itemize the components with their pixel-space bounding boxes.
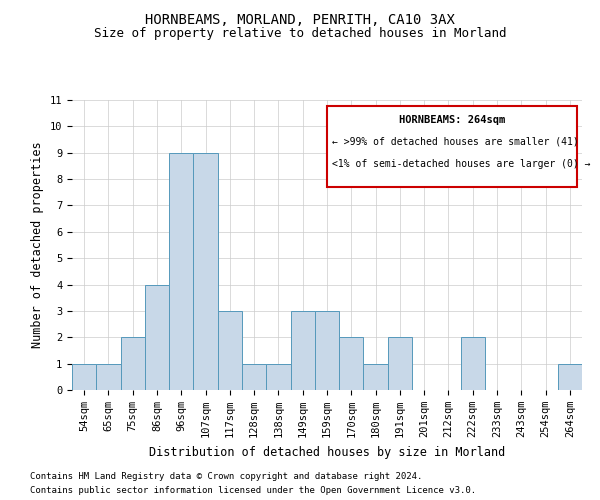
Bar — [218, 311, 242, 390]
Text: HORNBEAMS: 264sqm: HORNBEAMS: 264sqm — [399, 114, 505, 124]
Bar — [266, 364, 290, 390]
Bar — [388, 338, 412, 390]
FancyBboxPatch shape — [327, 106, 577, 187]
Bar — [193, 152, 218, 390]
Bar — [242, 364, 266, 390]
Y-axis label: Number of detached properties: Number of detached properties — [31, 142, 44, 348]
Bar — [290, 311, 315, 390]
Text: Contains HM Land Registry data © Crown copyright and database right 2024.: Contains HM Land Registry data © Crown c… — [30, 472, 422, 481]
X-axis label: Distribution of detached houses by size in Morland: Distribution of detached houses by size … — [149, 446, 505, 458]
Bar — [72, 364, 96, 390]
Bar — [169, 152, 193, 390]
Bar — [339, 338, 364, 390]
Bar — [461, 338, 485, 390]
Text: HORNBEAMS, MORLAND, PENRITH, CA10 3AX: HORNBEAMS, MORLAND, PENRITH, CA10 3AX — [145, 12, 455, 26]
Bar — [121, 338, 145, 390]
Bar — [315, 311, 339, 390]
Text: Size of property relative to detached houses in Morland: Size of property relative to detached ho… — [94, 28, 506, 40]
Bar — [364, 364, 388, 390]
Bar — [145, 284, 169, 390]
Bar — [558, 364, 582, 390]
Text: Contains public sector information licensed under the Open Government Licence v3: Contains public sector information licen… — [30, 486, 476, 495]
Text: <1% of semi-detached houses are larger (0) →: <1% of semi-detached houses are larger (… — [332, 160, 590, 170]
Bar — [96, 364, 121, 390]
Text: ← >99% of detached houses are smaller (41): ← >99% of detached houses are smaller (4… — [332, 136, 579, 146]
